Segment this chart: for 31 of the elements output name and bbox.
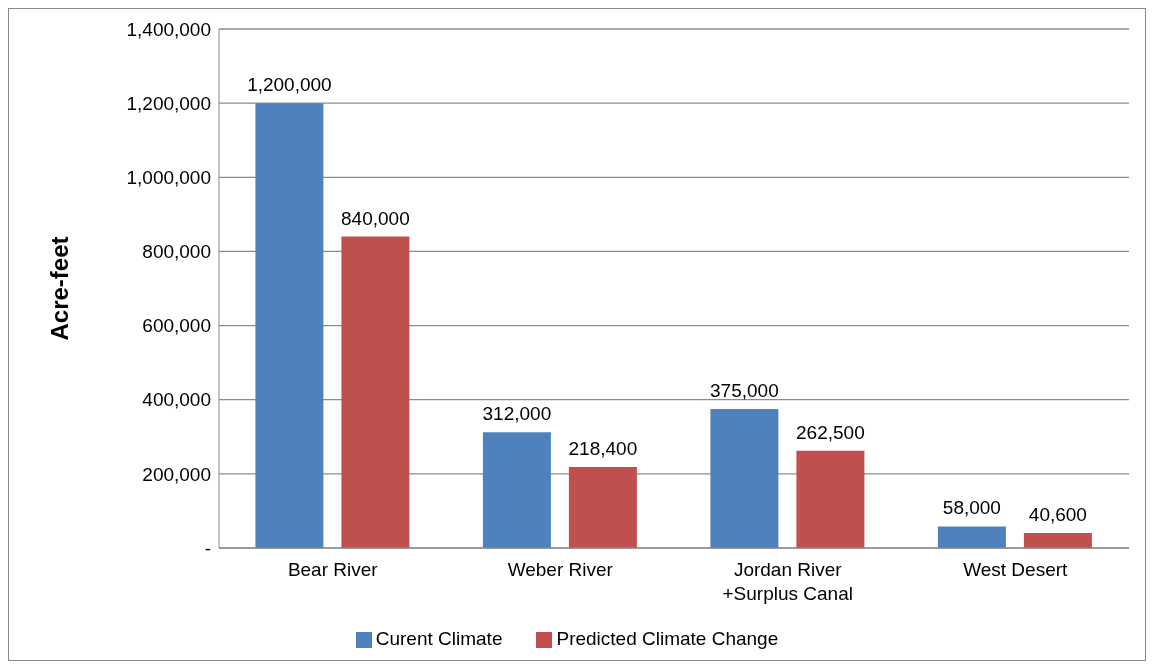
bar xyxy=(937,526,1006,548)
legend-label: Curent Climate xyxy=(375,628,503,649)
bar xyxy=(255,103,324,548)
bar xyxy=(710,408,779,548)
bar xyxy=(341,236,410,548)
bar xyxy=(568,467,637,548)
bar xyxy=(482,432,551,548)
y-axis-title: Acre-feet xyxy=(45,236,73,341)
data-label: 1,200,000 xyxy=(247,74,332,96)
y-tick-label: 800,000 xyxy=(142,241,211,263)
y-tick-label: 200,000 xyxy=(142,463,211,485)
y-tick-label: - xyxy=(204,537,211,559)
x-tick-label: Weber River xyxy=(507,559,614,580)
y-tick-label: 1,000,000 xyxy=(126,167,211,189)
x-tick-label: West Desert xyxy=(963,559,1069,580)
x-tick-label: Bear River xyxy=(287,559,379,580)
legend-label: Predicted Climate Change xyxy=(556,628,779,649)
data-label: 218,400 xyxy=(568,438,638,460)
y-tick-label: 1,200,000 xyxy=(126,92,211,114)
bar xyxy=(1023,532,1092,548)
y-tick-label: 600,000 xyxy=(142,315,211,337)
bar xyxy=(796,450,865,548)
data-label: 375,000 xyxy=(710,379,779,401)
data-label: 840,000 xyxy=(341,207,410,229)
x-tick-label: Jordan River +Surplus Canal xyxy=(722,559,853,604)
data-label: 312,000 xyxy=(482,403,552,425)
y-tick-label: 400,000 xyxy=(142,389,211,411)
y-tick-label: 1,400,000 xyxy=(126,18,211,40)
data-label: 262,500 xyxy=(796,421,865,443)
data-label: 40,600 xyxy=(1028,503,1087,525)
data-label: 58,000 xyxy=(942,497,1001,519)
